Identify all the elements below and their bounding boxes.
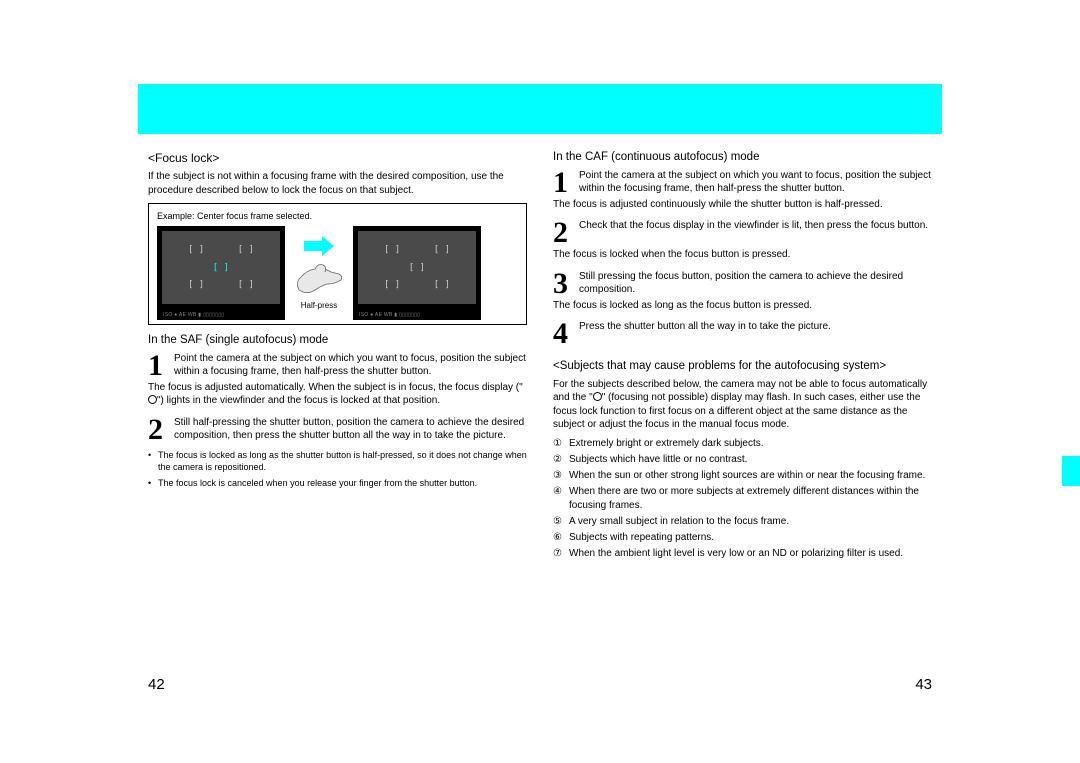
subject-item-2: ②Subjects which have little or no contra… xyxy=(553,453,932,467)
step-number-2b: 2 xyxy=(553,219,575,246)
saf-note-1: The focus is locked as long as the shutt… xyxy=(148,449,527,474)
hand-halfpress-icon xyxy=(293,260,345,298)
caf-step-4: 4 Press the shutter button all the way i… xyxy=(553,320,932,347)
diagram-row: [ ][ ] [ ] [ ][ ] ISO ● AE WB ▮ ▯▯▯▯▯▯▯ … xyxy=(157,226,518,320)
example-caption: Example: Center focus frame selected. xyxy=(157,210,518,222)
page-number-left: 42 xyxy=(148,676,165,693)
step-number-3: 3 xyxy=(553,270,575,297)
subjects-list: ①Extremely bright or extremely dark subj… xyxy=(553,437,932,561)
saf-step-2: 2 Still half-pressing the shutter button… xyxy=(148,416,527,443)
caf-step3-follow: The focus is locked as long as the focus… xyxy=(553,299,932,313)
halfpress-label: Half-press xyxy=(301,301,337,312)
caf-step-2: 2 Check that the focus display in the vi… xyxy=(553,219,932,246)
saf-note-2: The focus lock is canceled when you rele… xyxy=(148,477,527,490)
saf-step1-follow: The focus is adjusted automatically. Whe… xyxy=(148,381,527,408)
caf-title: In the CAF (continuous autofocus) mode xyxy=(553,150,932,166)
step-number-2: 2 xyxy=(148,416,170,443)
focus-lock-intro: If the subject is not within a focusing … xyxy=(148,170,527,197)
subject-item-1: ①Extremely bright or extremely dark subj… xyxy=(553,437,932,451)
side-tab xyxy=(1062,456,1080,486)
screen-after: [ ][ ] [ ] [ ][ ] ISO ● AE WB ▮ ▯▯▯▯▯▯▯ xyxy=(353,226,481,320)
subject-item-7: ⑦When the ambient light level is very lo… xyxy=(553,547,932,561)
page-number-right: 43 xyxy=(915,676,932,693)
header-band xyxy=(138,84,942,134)
caf-step3-text: Still pressing the focus button, positio… xyxy=(579,270,932,297)
arrow-icon xyxy=(302,235,336,257)
subject-item-3: ③When the sun or other strong light sour… xyxy=(553,469,932,483)
caf-step1-text: Point the camera at the subject on which… xyxy=(579,169,932,196)
subject-item-4: ④When there are two or more subjects at … xyxy=(553,485,932,513)
screen-before: [ ][ ] [ ] [ ][ ] ISO ● AE WB ▮ ▯▯▯▯▯▯▯ xyxy=(157,226,285,320)
caf-step-3: 3 Still pressing the focus button, posit… xyxy=(553,270,932,297)
saf-title: In the SAF (single autofocus) mode xyxy=(148,333,527,349)
step-number-4: 4 xyxy=(553,320,575,347)
subject-item-6: ⑥Subjects with repeating patterns. xyxy=(553,531,932,545)
caf-step4-text: Press the shutter button all the way in … xyxy=(579,320,932,334)
step-number-1b: 1 xyxy=(553,169,575,196)
saf-notes: The focus is locked as long as the shutt… xyxy=(148,449,527,490)
step-number-1: 1 xyxy=(148,352,170,379)
subject-item-5: ⑤A very small subject in relation to the… xyxy=(553,515,932,529)
caf-step2-follow: The focus is locked when the focus butto… xyxy=(553,248,932,262)
caf-step1-follow: The focus is adjusted continuously while… xyxy=(553,198,932,212)
content-area: <Focus lock> If the subject is not withi… xyxy=(148,150,932,563)
subjects-intro: For the subjects described below, the ca… xyxy=(553,378,932,432)
focus-lock-title: <Focus lock> xyxy=(148,150,527,166)
right-column: In the CAF (continuous autofocus) mode 1… xyxy=(553,150,932,563)
left-column: <Focus lock> If the subject is not withi… xyxy=(148,150,527,563)
diagram-middle: Half-press xyxy=(293,235,345,312)
saf-step1-text: Point the camera at the subject on which… xyxy=(174,352,527,379)
caf-step2-text: Check that the focus display in the view… xyxy=(579,219,932,233)
caf-step-1: 1 Point the camera at the subject on whi… xyxy=(553,169,932,196)
subjects-title: <Subjects that may cause problems for th… xyxy=(553,359,932,375)
saf-step2-text: Still half-pressing the shutter button, … xyxy=(174,416,527,443)
saf-step-1: 1 Point the camera at the subject on whi… xyxy=(148,352,527,379)
example-box: Example: Center focus frame selected. [ … xyxy=(148,203,527,325)
